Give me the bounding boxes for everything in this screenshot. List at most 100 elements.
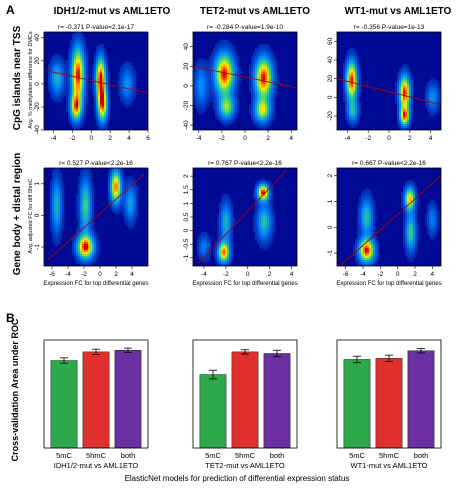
bar-5mC <box>200 375 226 448</box>
y-tick-label: 1 <box>183 201 190 205</box>
x-tick-label: 4 <box>130 271 134 278</box>
category-label: 5hmC <box>379 451 400 460</box>
x-tick-label: 6 <box>146 135 150 142</box>
bar-5mC <box>51 361 77 448</box>
y-tick-label: -40 <box>34 125 41 135</box>
x-tick-label: 2 <box>268 271 272 278</box>
x-tick-label: 2 <box>413 271 417 278</box>
bar-5mC <box>344 359 370 448</box>
y-tick-label: 0 <box>34 213 41 217</box>
stats-label: r= -0.356 P-value=1e-13 <box>354 24 425 31</box>
y-tick-label: 0.5 <box>183 212 190 221</box>
bar-panel-title: TET2-mut vs AML1ETO <box>205 461 285 470</box>
y-tick-label: 2 <box>327 174 334 178</box>
x-tick-label: -4 <box>65 271 71 278</box>
x-tick-label: -4 <box>345 135 351 142</box>
stats-label: r= -0.284 P-value=1.9e-10 <box>207 24 283 31</box>
x-tick-label: 4 <box>289 135 293 142</box>
category-label: 5mC <box>205 451 221 460</box>
y-tick-label: 60 <box>327 37 334 45</box>
category-label: 5mC <box>56 451 72 460</box>
y-tick-label: 40 <box>183 43 190 51</box>
x-tick-label: -2 <box>81 271 87 278</box>
row-label-bottom: Gene body + distal region <box>12 153 23 276</box>
density-field <box>44 32 148 130</box>
x-tick-label: 2 <box>108 135 112 142</box>
x-tick-label: 0 <box>89 135 93 142</box>
y-tick-label: -1 <box>183 255 190 261</box>
x-tick-label: 2 <box>114 271 118 278</box>
y-tick-label: 1 <box>327 199 334 203</box>
column-title-2: TET2-mut vs AML1ETO <box>200 6 310 17</box>
bar-both <box>408 351 434 448</box>
bar-both <box>115 350 141 448</box>
bar-5hmC <box>232 352 258 448</box>
x-tick-label: 0 <box>396 271 400 278</box>
x-tick-label: -2 <box>69 135 75 142</box>
column-title-3: WT1-mut vs AML1ETO <box>345 6 452 17</box>
density-field <box>337 32 441 130</box>
bar-panel-title: IDH1/2-mut vs AML1ETO <box>54 461 139 470</box>
category-label: 5hmC <box>86 451 107 460</box>
x-tick-label: 0 <box>387 135 391 142</box>
x-tick-label: 2 <box>266 135 270 142</box>
x-axis-title: Expression FC for top differential genes <box>336 281 441 287</box>
x-tick-label: -2 <box>377 271 383 278</box>
y-tick-label: -40 <box>183 120 190 130</box>
x-tick-label: -2 <box>365 135 371 142</box>
x-tick-label: 4 <box>429 135 433 142</box>
x-tick-label: -2 <box>223 271 229 278</box>
top-y-axis-title: Avg. % methylation difference for DMCs <box>28 31 34 129</box>
panel-label-a: A <box>6 3 15 17</box>
density-field <box>337 168 441 269</box>
y-tick-label: -1 <box>34 244 41 250</box>
y-tick-label: -20 <box>327 111 334 121</box>
x-tick-label: -2 <box>219 135 225 142</box>
stats-label: r= -0.371 P-value=2.1e-17 <box>58 24 134 31</box>
x-tick-label: -4 <box>360 271 366 278</box>
y-tick-label: 20 <box>327 75 334 83</box>
bar-x-axis-title: ElasticNet models for prediction of diff… <box>125 474 350 483</box>
y-tick-label: 0 <box>183 228 190 232</box>
y-tick-label: 0 <box>327 95 334 99</box>
density-field <box>193 168 297 266</box>
density-field <box>44 168 148 266</box>
bar-5hmC <box>83 352 109 448</box>
x-tick-label: -6 <box>49 271 55 278</box>
bar-y-axis-title: Cross-validation Area under ROC <box>10 318 20 461</box>
y-tick-label: 40 <box>327 56 334 64</box>
y-tick-label: -1 <box>327 250 334 256</box>
stats-label: r= 0.527 P-value<2.2e-16 <box>59 160 133 167</box>
y-tick-label: -20 <box>34 102 41 112</box>
x-tick-label: 0 <box>246 271 250 278</box>
category-label: both <box>414 451 429 460</box>
y-tick-label: 1.5 <box>183 185 190 194</box>
x-tick-label: -6 <box>343 271 349 278</box>
category-label: both <box>121 451 136 460</box>
x-axis-title: Expression FC for top differential genes <box>43 281 148 287</box>
density-field <box>193 32 297 130</box>
x-axis-title: Expression FC for top differential genes <box>192 281 297 287</box>
row-label-top: CpG islands near TSS <box>12 25 23 130</box>
category-label: both <box>270 451 285 460</box>
y-tick-label: 0 <box>34 82 41 86</box>
y-tick-label: 0 <box>327 225 334 229</box>
bar-both <box>264 354 290 449</box>
x-tick-label: 0 <box>243 135 247 142</box>
bar-panel-title: WT1-mut vs AML1ETO <box>351 461 428 470</box>
category-label: 5mC <box>349 451 365 460</box>
bar-5hmC <box>376 358 402 448</box>
y-tick-label: -0.5 <box>183 238 190 250</box>
y-tick-label: 1 <box>34 182 41 186</box>
stats-label: r= 0.767 P-value<2.2e-16 <box>208 160 282 167</box>
